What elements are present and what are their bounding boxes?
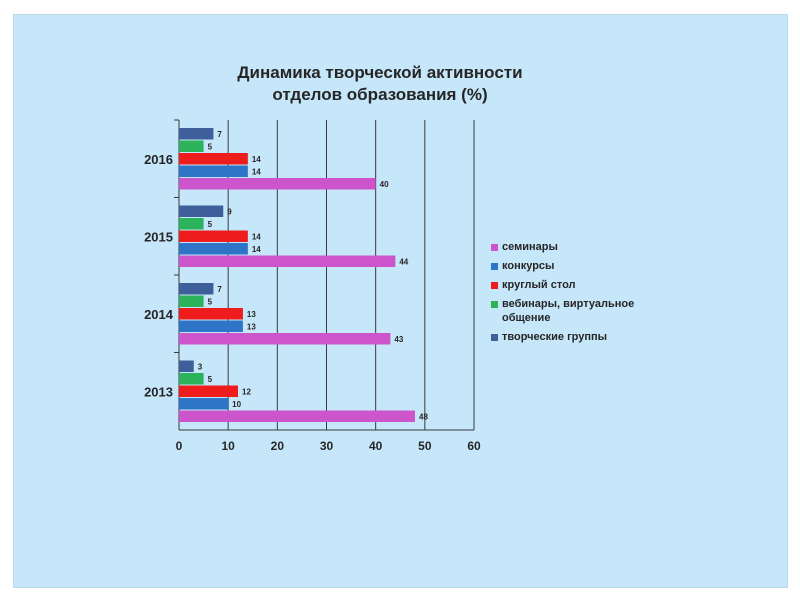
data-label: 10	[232, 400, 241, 409]
bar	[179, 128, 214, 140]
data-label: 14	[252, 168, 261, 177]
data-label: 5	[208, 298, 213, 307]
legend-swatch	[491, 244, 498, 251]
legend-item-contests: конкурсы	[491, 259, 691, 273]
legend-swatch	[491, 263, 498, 270]
y-category-label: 2016	[144, 152, 173, 167]
x-tick-label: 50	[418, 439, 432, 453]
data-label: 12	[242, 388, 251, 397]
bar	[179, 283, 214, 295]
data-label: 7	[217, 130, 222, 139]
bar	[179, 295, 204, 307]
bar	[179, 373, 204, 385]
bar	[179, 243, 248, 255]
bar	[179, 218, 204, 230]
bar	[179, 398, 229, 410]
bar	[179, 140, 204, 152]
legend-swatch	[491, 301, 498, 308]
x-tick-label: 10	[221, 439, 235, 453]
data-label: 9	[227, 208, 232, 217]
bar	[179, 230, 248, 242]
bar	[179, 333, 391, 345]
bar	[179, 165, 248, 177]
legend-item-round-table: круглый стол	[491, 278, 691, 292]
data-label: 14	[252, 245, 261, 254]
data-label: 3	[198, 363, 203, 372]
legend-item-seminars: семинары	[491, 240, 691, 254]
data-label: 43	[394, 335, 403, 344]
legend-swatch	[491, 282, 498, 289]
slide-background	[13, 14, 788, 588]
bar	[179, 205, 224, 217]
legend-label: семинары	[502, 241, 558, 253]
data-label: 13	[247, 310, 256, 319]
data-label: 48	[419, 413, 428, 422]
legend-label: творческие группы	[502, 331, 608, 343]
x-tick-label: 20	[271, 439, 285, 453]
data-label: 44	[399, 258, 408, 267]
data-label: 5	[208, 375, 213, 384]
chart-title-line-2: отделов образования (%)	[272, 85, 488, 104]
chart-title: Динамика творческой активности отделов о…	[180, 62, 580, 106]
bar	[179, 320, 243, 332]
legend-item-creative-groups: творческие группы	[491, 330, 691, 344]
data-label: 7	[217, 285, 222, 294]
bar	[179, 255, 396, 267]
x-tick-label: 60	[467, 439, 481, 453]
y-category-label: 2015	[144, 229, 173, 244]
data-label: 5	[208, 143, 213, 152]
legend-label: круглый стол	[502, 279, 576, 291]
data-label: 14	[252, 233, 261, 242]
legend-label: конкурсы	[502, 260, 555, 272]
bar	[179, 385, 238, 397]
data-label: 5	[208, 220, 213, 229]
chart-legend: семинары конкурсы круглый стол вебинары,…	[491, 240, 691, 349]
x-tick-label: 0	[176, 439, 183, 453]
data-label: 13	[247, 323, 256, 332]
y-category-label: 2014	[144, 307, 174, 322]
chart-title-line-1: Динамика творческой активности	[237, 63, 523, 82]
bar	[179, 360, 194, 372]
legend-swatch	[491, 334, 498, 341]
x-tick-label: 40	[369, 439, 383, 453]
data-label: 14	[252, 155, 261, 164]
y-category-label: 2013	[144, 384, 173, 399]
bar	[179, 410, 415, 422]
legend-item-webinars: вебинары, виртуальное общение	[491, 297, 691, 325]
legend-label: вебинары, виртуальное общение	[502, 298, 635, 324]
bar	[179, 308, 243, 320]
x-tick-label: 30	[320, 439, 334, 453]
data-label: 40	[380, 180, 389, 189]
bar	[179, 153, 248, 165]
bar	[179, 178, 376, 190]
